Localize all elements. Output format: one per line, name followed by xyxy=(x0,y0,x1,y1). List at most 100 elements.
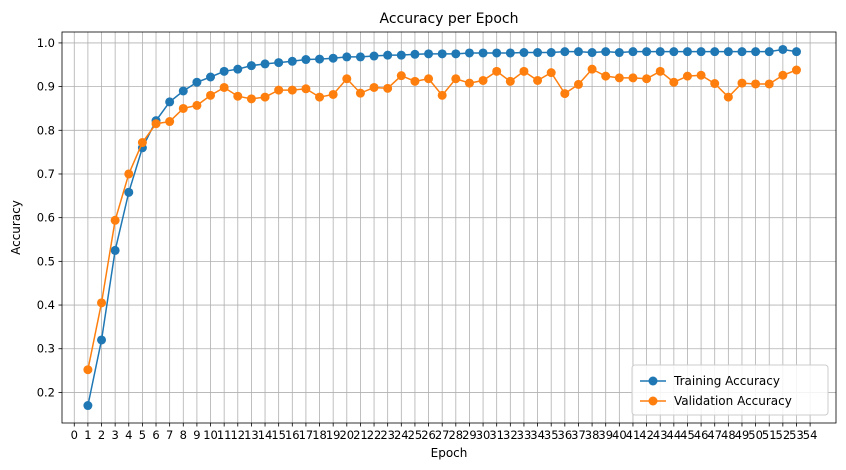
data-point xyxy=(560,89,570,99)
x-tick-label: 16 xyxy=(285,428,300,442)
x-tick-label: 30 xyxy=(476,428,491,442)
x-tick-label: 27 xyxy=(435,428,450,442)
legend-marker-validation xyxy=(648,396,658,406)
data-point xyxy=(219,82,229,92)
x-tick-label: 3 xyxy=(111,428,118,442)
x-tick-label: 8 xyxy=(180,428,187,442)
data-point xyxy=(97,298,107,308)
data-point xyxy=(737,78,747,88)
data-point xyxy=(778,70,788,80)
x-tick-label: 48 xyxy=(721,428,736,442)
y-tick-label: 0.6 xyxy=(37,211,55,225)
data-point xyxy=(178,86,188,96)
x-tick-label: 19 xyxy=(326,428,341,442)
x-tick-label: 34 xyxy=(530,428,545,442)
x-tick-label: 39 xyxy=(598,428,613,442)
x-tick-label: 43 xyxy=(653,428,668,442)
x-tick-label: 36 xyxy=(558,428,573,442)
data-point xyxy=(533,48,543,58)
data-point xyxy=(437,49,447,59)
data-point xyxy=(274,58,284,68)
data-point xyxy=(587,64,597,74)
data-point xyxy=(178,103,188,113)
data-point xyxy=(315,92,325,102)
plot-frame xyxy=(61,31,837,424)
data-point xyxy=(655,47,665,57)
x-tick-label: 9 xyxy=(193,428,200,442)
data-point xyxy=(97,335,107,345)
data-point xyxy=(519,66,529,76)
data-point xyxy=(573,79,583,89)
y-tick-label: 0.4 xyxy=(37,298,55,312)
data-point xyxy=(137,138,147,148)
x-axis-label: Epoch xyxy=(431,446,468,460)
data-point xyxy=(260,59,270,69)
x-tick-label: 13 xyxy=(244,428,259,442)
x-tick-label: 4 xyxy=(125,428,132,442)
data-point xyxy=(710,79,720,89)
data-point xyxy=(301,55,311,65)
data-point xyxy=(246,61,256,71)
data-point xyxy=(682,47,692,57)
data-point xyxy=(710,47,720,57)
data-point xyxy=(124,169,134,179)
data-point xyxy=(505,76,515,86)
data-point xyxy=(451,49,461,59)
data-point xyxy=(219,66,229,76)
x-tick-label: 14 xyxy=(258,428,273,442)
x-tick-label: 7 xyxy=(166,428,173,442)
x-tick-label: 47 xyxy=(707,428,722,442)
data-point xyxy=(778,44,788,54)
data-point xyxy=(110,215,120,225)
y-tick-label: 0.3 xyxy=(37,342,55,356)
data-point xyxy=(451,74,461,84)
data-point xyxy=(614,73,624,83)
data-point xyxy=(301,84,311,94)
x-tick-label: 10 xyxy=(203,428,218,442)
x-tick-label: 6 xyxy=(152,428,159,442)
x-tick-label: 49 xyxy=(735,428,750,442)
x-axis-ticks: 0 1 2 3 4 5 6 7 8 9 101112131415161718192021222324… xyxy=(71,423,817,442)
data-point xyxy=(83,365,93,375)
data-point xyxy=(560,47,570,57)
x-tick-label: 25 xyxy=(408,428,423,442)
y-axis-label: Accuracy xyxy=(9,200,23,255)
x-tick-label: 46 xyxy=(694,428,709,442)
x-tick-label: 11 xyxy=(217,428,232,442)
data-point xyxy=(696,70,706,80)
data-point xyxy=(751,79,761,89)
x-tick-label: 32 xyxy=(503,428,518,442)
data-point xyxy=(355,52,365,62)
legend-label-training: Training Accuracy xyxy=(673,374,780,388)
data-point xyxy=(614,48,624,58)
data-point xyxy=(260,92,270,102)
y-tick-label: 0.9 xyxy=(37,80,55,94)
grid-lines xyxy=(62,32,836,423)
data-point xyxy=(369,51,379,61)
y-axis-ticks: 0.2 0.3 0.4 0.5 0.6 0.7 0.8 0.9 1.0 xyxy=(37,36,62,399)
x-tick-label: 0 xyxy=(71,428,78,442)
x-tick-label: 2 xyxy=(98,428,105,442)
x-tick-label: 21 xyxy=(353,428,368,442)
x-tick-label: 42 xyxy=(639,428,654,442)
data-point xyxy=(669,47,679,57)
data-point xyxy=(206,90,216,100)
data-point xyxy=(642,47,652,57)
data-point xyxy=(642,74,652,84)
chart-title: Accuracy per Epoch xyxy=(380,11,519,27)
x-tick-label: 22 xyxy=(367,428,382,442)
data-point xyxy=(315,54,325,64)
data-point xyxy=(287,85,297,95)
x-tick-label: 41 xyxy=(626,428,641,442)
y-tick-label: 0.5 xyxy=(37,254,55,268)
data-point xyxy=(410,49,420,59)
x-tick-label: 31 xyxy=(489,428,504,442)
data-point xyxy=(492,66,502,76)
data-point xyxy=(751,47,761,57)
data-point xyxy=(383,83,393,93)
data-point xyxy=(696,47,706,57)
data-point xyxy=(682,71,692,81)
legend-label-validation: Validation Accuracy xyxy=(674,394,792,408)
data-point xyxy=(464,48,474,58)
data-point xyxy=(546,48,556,58)
